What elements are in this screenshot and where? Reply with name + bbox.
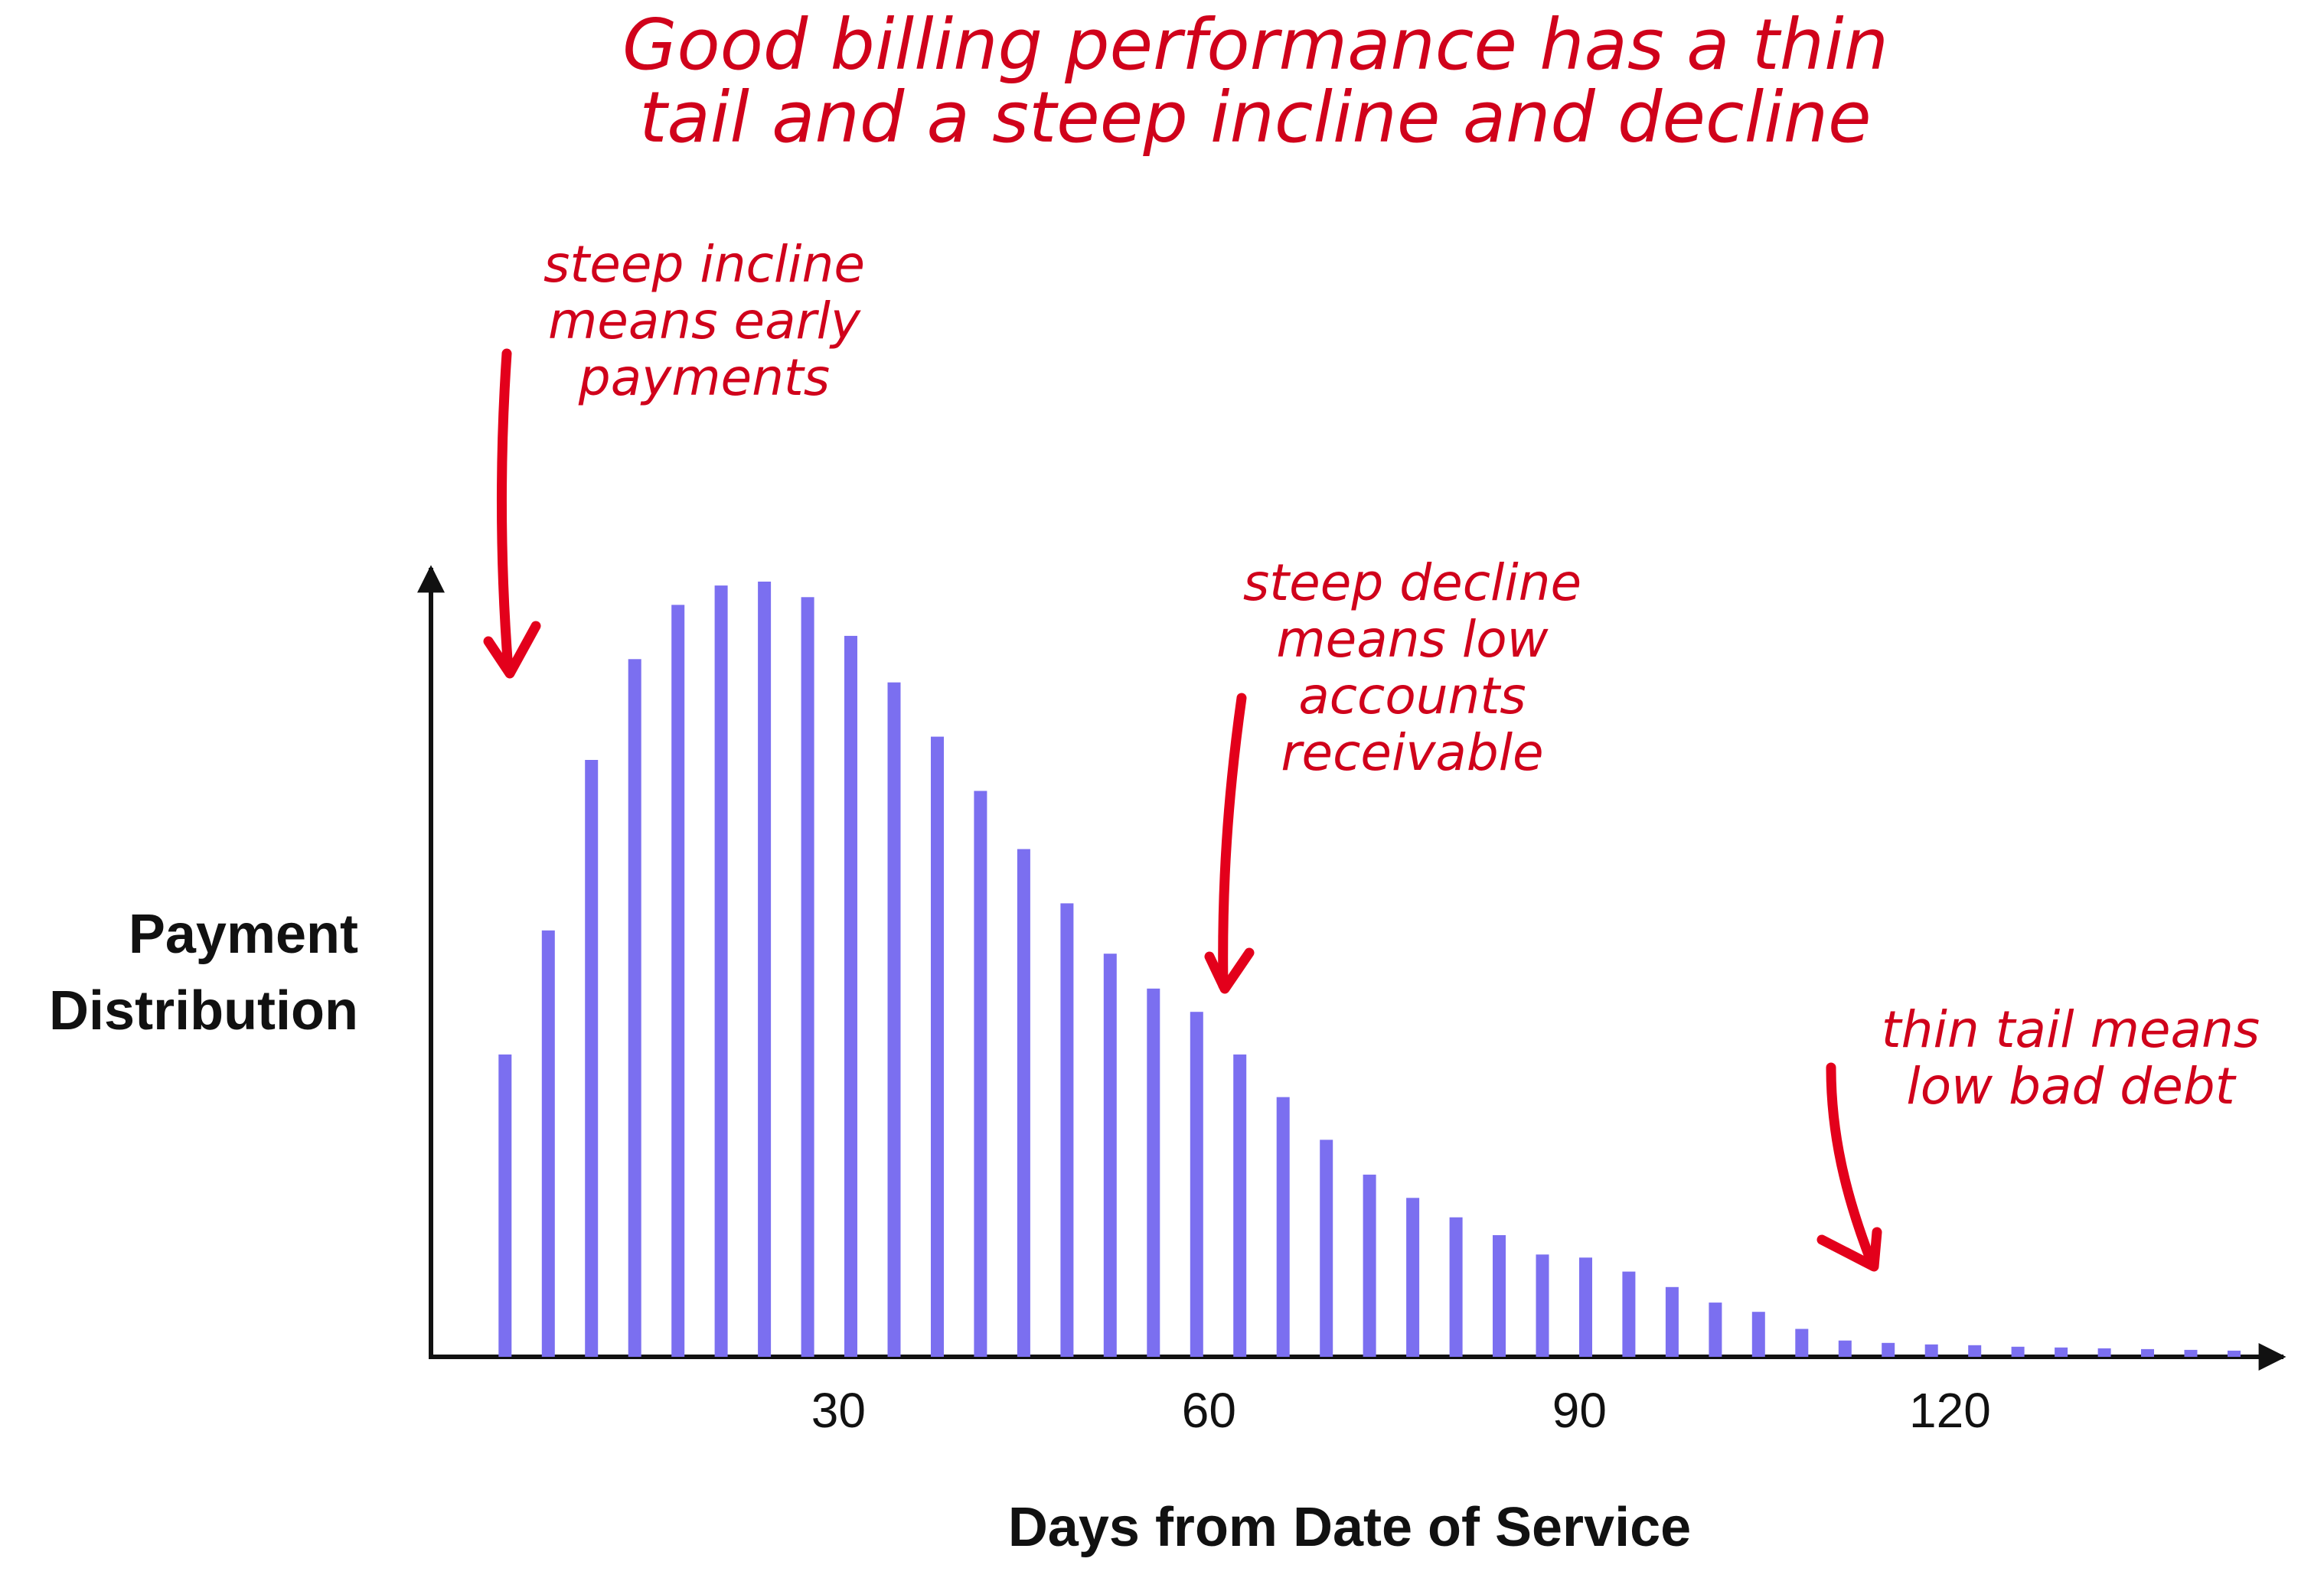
- bar: [1838, 1340, 1852, 1357]
- bar: [541, 930, 555, 1357]
- bar: [1924, 1344, 1938, 1357]
- bar: [1406, 1198, 1420, 1357]
- bar: [1363, 1174, 1376, 1357]
- bar: [1276, 1097, 1290, 1357]
- bar: [1147, 988, 1160, 1357]
- bar: [801, 597, 814, 1357]
- bar: [1751, 1312, 1765, 1357]
- bar: [1190, 1012, 1203, 1357]
- arrow-incline-icon: [483, 348, 541, 679]
- annotation-tail-line-2: low bad debt: [1906, 1057, 2236, 1116]
- bar: [931, 736, 944, 1357]
- bar: [844, 635, 857, 1357]
- bar: [1795, 1329, 1809, 1357]
- bar: [1320, 1139, 1333, 1357]
- bar: [2228, 1350, 2241, 1357]
- bar: [1493, 1235, 1506, 1357]
- bar: [1233, 1054, 1247, 1357]
- bar: [1968, 1345, 1982, 1357]
- x-tick-label: 90: [1552, 1383, 1607, 1438]
- chart-title-line-1: Good billing performance has a thin: [622, 4, 1888, 86]
- annotation-decline-line-1: steep decline: [1243, 553, 1581, 612]
- bar: [671, 605, 685, 1357]
- bar-series: [498, 582, 2241, 1357]
- x-tick-label: 120: [1909, 1383, 1991, 1438]
- bar: [1579, 1257, 1592, 1357]
- bar: [1665, 1286, 1679, 1357]
- bar: [887, 682, 901, 1357]
- bar: [2184, 1349, 2198, 1357]
- bar: [1017, 849, 1030, 1357]
- bar: [2055, 1347, 2068, 1357]
- x-tick-label: 60: [1182, 1383, 1236, 1438]
- bar: [714, 585, 728, 1357]
- annotation-incline-line-1: steep incline: [543, 235, 865, 294]
- annotation-incline: steep incline means early payments: [543, 235, 865, 407]
- bar: [758, 582, 772, 1357]
- bar: [1536, 1254, 1549, 1357]
- annotation-incline-line-3: payments: [578, 348, 830, 407]
- bar: [2141, 1348, 2154, 1357]
- bar: [1882, 1342, 1895, 1357]
- y-axis-label-line-2: Distribution: [49, 980, 358, 1042]
- annotation-decline-line-2: means low: [1276, 610, 1549, 669]
- arrow-tail-icon: [1816, 1062, 1882, 1272]
- annotation-tail: thin tail means low bad debt: [1882, 1000, 2260, 1116]
- bar: [1622, 1271, 1636, 1357]
- bar: [974, 791, 987, 1357]
- x-axis-label: Days from Date of Service: [1008, 1497, 1691, 1558]
- arrow-decline-icon: [1204, 693, 1255, 994]
- annotation-decline-line-3: accounts: [1298, 667, 1526, 725]
- bar: [2097, 1348, 2111, 1357]
- bar: [1103, 954, 1117, 1357]
- bar: [585, 760, 599, 1357]
- bar: [1709, 1303, 1722, 1357]
- bar: [628, 659, 641, 1357]
- y-axis-label-line-1: Payment: [129, 904, 358, 965]
- x-tick-labels: 30 60 90 120: [811, 1383, 1991, 1438]
- annotation-decline-line-4: receivable: [1281, 723, 1543, 782]
- annotation-tail-line-1: thin tail means: [1882, 1000, 2260, 1059]
- chart-title-line-2: tail and a steep incline and decline: [639, 77, 1871, 158]
- x-tick-label: 30: [811, 1383, 866, 1438]
- bar: [2011, 1346, 2025, 1357]
- annotation-incline-line-2: means early: [548, 292, 861, 350]
- bar: [498, 1054, 512, 1357]
- annotation-decline: steep decline means low accounts receiva…: [1243, 553, 1581, 782]
- bar: [1449, 1217, 1463, 1357]
- bar: [1060, 903, 1074, 1357]
